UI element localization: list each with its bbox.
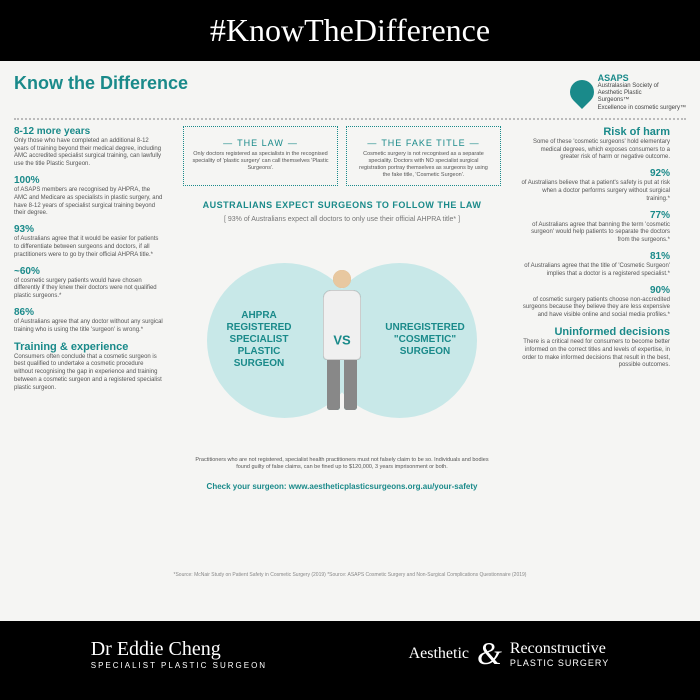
section-block: Training & experienceConsumers often con…: [14, 341, 164, 393]
divider: [14, 118, 686, 120]
hashtag-banner: #KnowTheDifference: [0, 0, 700, 61]
stat-block: ~60%of cosmetic surgery patients would h…: [14, 266, 164, 301]
expect-title: AUSTRALIANS EXPECT SURGEONS TO FOLLOW TH…: [172, 200, 512, 210]
brand-block: Aesthetic & Reconstructive PLASTIC SURGE…: [409, 635, 610, 672]
section-block: Uninformed decisionsThere is a critical …: [520, 326, 670, 370]
asaps-icon: [565, 75, 599, 109]
stat-block: 93%of Australians agree that it would be…: [14, 224, 164, 259]
fake-title-box: THE FAKE TITLE Cosmetic surgery is not r…: [346, 126, 501, 187]
vs-label: VS: [333, 333, 350, 348]
source-text: *Source: McNair Study on Patient Safety …: [14, 572, 686, 578]
check-link[interactable]: Check your surgeon: www.aestheticplastic…: [172, 482, 512, 491]
right-column: Risk of harmSome of these 'cosmetic surg…: [520, 126, 670, 566]
stat-block: 81%of Australians agree that the title o…: [520, 251, 670, 279]
doctor-block: Dr Eddie Cheng SPECIALIST PLASTIC SURGEO…: [91, 638, 267, 670]
asaps-logo-block: ASAPS Australasian Society of Aesthetic …: [570, 73, 686, 112]
infographic-panel: Know the Difference ASAPS Australasian S…: [0, 61, 700, 621]
section-block: Risk of harmSome of these 'cosmetic surg…: [520, 126, 670, 162]
middle-column: THE LAW Only doctors registered as speci…: [172, 126, 512, 566]
asaps-acronym: ASAPS: [598, 73, 686, 83]
left-column: 8-12 more yearsOnly those who have compl…: [14, 126, 164, 566]
stat-block: 100%of ASAPS members are recognised by A…: [14, 175, 164, 218]
body-columns: 8-12 more yearsOnly those who have compl…: [14, 126, 686, 566]
footer: Dr Eddie Cheng SPECIALIST PLASTIC SURGEO…: [0, 621, 700, 686]
stat-block: 86%of Australians agree that any doctor …: [14, 307, 164, 335]
stat-block: 90%of cosmetic surgery patients choose n…: [520, 285, 670, 320]
main-title: Know the Difference: [14, 73, 188, 94]
stat-block: 77%of Australians agree that banning the…: [520, 210, 670, 245]
law-boxes: THE LAW Only doctors registered as speci…: [172, 126, 512, 187]
expect-sub: [ 93% of Australians expect all doctors …: [172, 216, 512, 223]
disclaimer-text: Practitioners who are not registered, sp…: [172, 457, 512, 471]
stat-block: 92%of Australians believe that a patient…: [520, 168, 670, 203]
asaps-line1: Australasian Society of: [598, 83, 686, 90]
ampersand-icon: &: [477, 635, 502, 672]
stat-block: 8-12 more yearsOnly those who have compl…: [14, 126, 164, 169]
asaps-tag: Excellence in cosmetic surgery™: [598, 105, 686, 112]
law-box: THE LAW Only doctors registered as speci…: [183, 126, 338, 187]
comparison-figures: AHPRA REGISTERED SPECIALIST PLASTIC SURG…: [172, 235, 512, 445]
header-row: Know the Difference ASAPS Australasian S…: [14, 73, 686, 112]
asaps-line3: Surgeons™: [598, 97, 686, 104]
